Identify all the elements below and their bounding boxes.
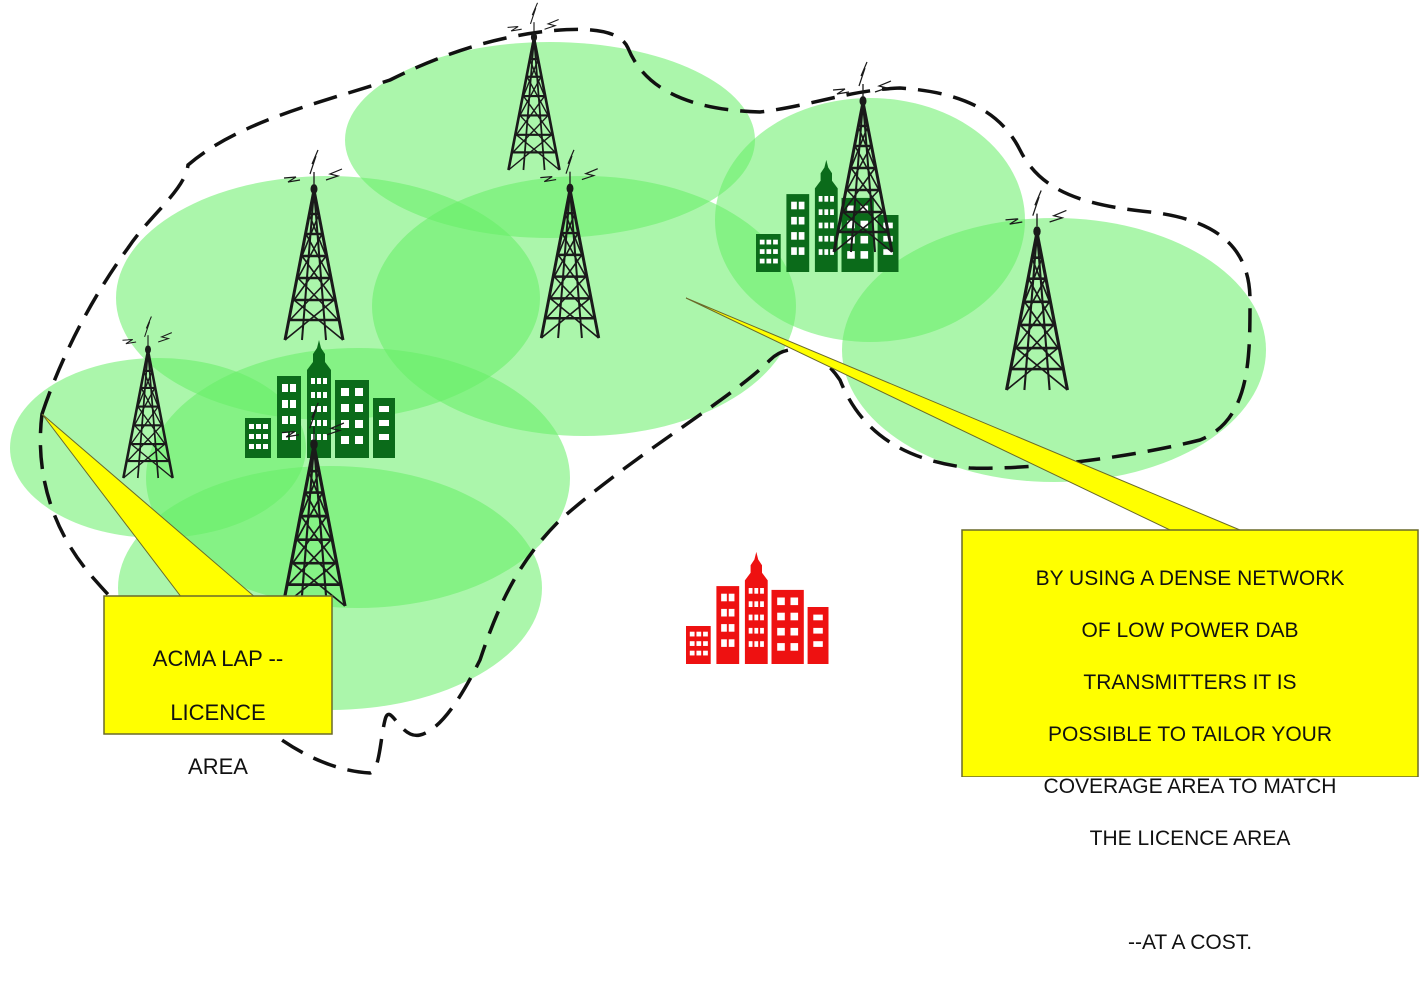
licence-area-callout-text: ACMA LAP -- LICENCE AREA [104,596,332,779]
licence-area-callout [103,595,333,735]
callout-line: AREA [188,754,248,779]
callout-line: ACMA LAP -- [152,646,284,671]
callout-line: THE LICENCE AREA [1089,827,1291,850]
callout-line: OF LOW POWER DAB [1081,619,1299,642]
dab-coverage-diagram [10,1,1419,777]
callout-line: TRANSMITTERS IT IS [1083,671,1297,694]
uncovered-city [686,551,829,664]
network-callout [961,529,1419,777]
licence-area-boundary [38,27,1252,775]
network-callout-text: BY USING A DENSE NETWORK OF LOW POWER DA… [962,530,1418,954]
callout-line: COVERAGE AREA TO MATCH [1043,775,1337,798]
callout-spacer [962,878,1418,904]
callout-line: LICENCE [170,700,266,725]
callout-line: POSSIBLE TO TAILOR YOUR [1048,723,1332,746]
callout-footer: --AT A COST. [1127,931,1253,954]
coverage-area [842,218,1266,482]
callout-line: BY USING A DENSE NETWORK [1035,567,1345,590]
